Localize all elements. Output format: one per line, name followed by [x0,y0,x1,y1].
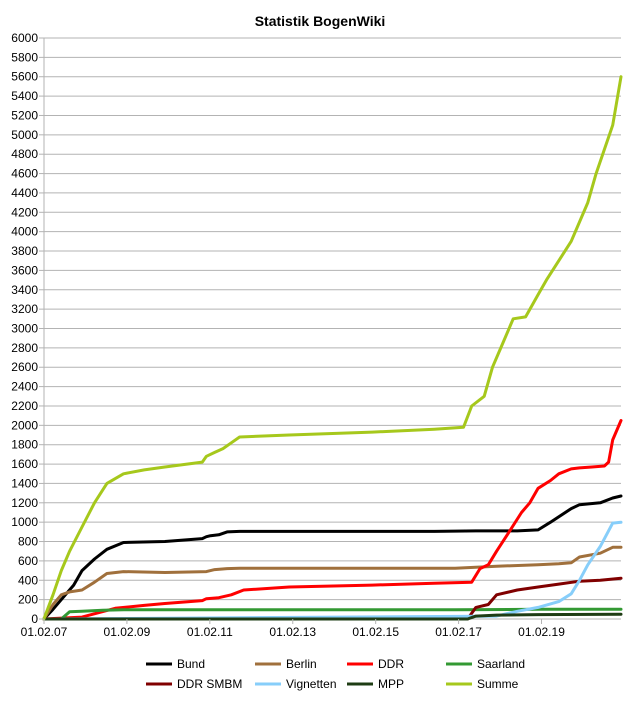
y-tick-label: 4000 [11,225,38,239]
series-line-ddr [42,419,623,621]
legend-label: MPP [378,677,404,691]
legend-label: Berlin [286,657,317,671]
series-line-saarland [42,607,623,621]
legend-label: Summe [477,677,519,691]
x-axis-ticks: 01.02.07 01.02.09 01.02.11 01.02.13 01.02.15… [21,619,565,639]
y-tick-label: 4600 [11,167,38,181]
series-line-mpp [42,612,623,621]
legend-label: DDR [378,657,404,671]
x-tick-label: 01.02.09 [104,625,151,639]
legend-label: Saarland [477,657,525,671]
y-tick-label: 200 [18,593,38,607]
y-tick-label: 3400 [11,283,38,297]
x-tick-label: 01.02.17 [435,625,482,639]
series-line-berlin [42,545,623,621]
series-line-vignetten [42,520,623,621]
y-tick-label: 1000 [11,515,38,529]
y-tick-label: 5800 [11,50,38,64]
y-tick-label: 0 [31,612,38,626]
y-tick-label: 5200 [11,108,38,122]
y-tick-label: 2800 [11,341,38,355]
y-tick-label: 3600 [11,263,38,277]
y-tick-label: 1800 [11,438,38,452]
grid [44,37,621,620]
y-tick-label: 2000 [11,418,38,432]
y-tick-label: 4400 [11,186,38,200]
x-tick-label: 01.02.15 [352,625,399,639]
y-tick-label: 3000 [11,322,38,336]
legend-label: Bund [177,657,205,671]
series-line-bund [42,494,623,621]
y-tick-label: 3200 [11,302,38,316]
y-tick-label: 1400 [11,476,38,490]
y-tick-label: 4800 [11,147,38,161]
y-tick-label: 400 [18,573,38,587]
y-tick-label: 6000 [11,31,38,45]
y-tick-label: 5000 [11,128,38,142]
series-line-summe [42,75,623,621]
y-tick-label: 1600 [11,457,38,471]
y-tick-label: 1200 [11,496,38,510]
y-tick-label: 2400 [11,380,38,394]
y-axis-ticks: 0 200 400 600 800 1000 1200 1400 1600 1800 2000 220… [11,31,44,626]
x-tick-label: 01.02.13 [269,625,316,639]
y-tick-label: 800 [18,535,38,549]
y-tick-label: 2600 [11,360,38,374]
y-tick-label: 5400 [11,89,38,103]
y-tick-label: 2200 [11,399,38,413]
y-tick-label: 4200 [11,205,38,219]
y-tick-label: 600 [18,554,38,568]
x-tick-label: 01.02.07 [21,625,68,639]
y-tick-label: 3800 [11,244,38,258]
legend-label: DDR SMBM [177,677,242,691]
series-line-ddr-smbm [42,576,623,621]
x-tick-label: 01.02.19 [518,625,565,639]
x-tick-label: 01.02.11 [187,625,233,639]
chart-title: Statistik BogenWiki [255,13,386,29]
series-lines [42,75,623,621]
y-tick-label: 5600 [11,70,38,84]
legend-label: Vignetten [286,677,337,691]
legend: Bund Berlin DDR Saarland DDR SMBM Vignetten MP… [146,657,525,691]
